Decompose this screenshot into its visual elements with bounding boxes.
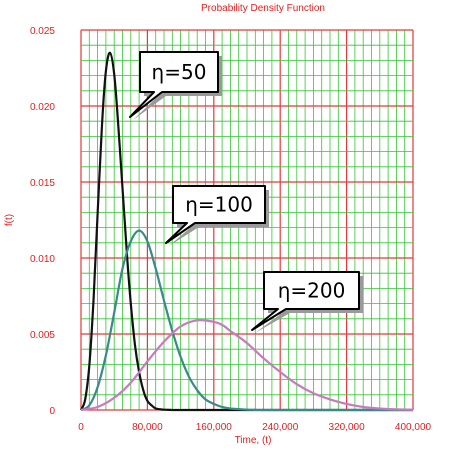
y-tick-label: 0.015 (30, 178, 55, 189)
plot-grid (80, 29, 414, 411)
series-layer (79, 51, 414, 412)
x-axis-label: Time, (t) (235, 435, 272, 446)
callout-bubble (129, 51, 219, 118)
y-axis-label: f(t) (4, 214, 15, 226)
y-tick-label: 0 (49, 406, 55, 417)
x-tick-label: 0 (78, 422, 84, 433)
y-tick-label: 0.025 (30, 26, 55, 37)
series-line-2 (80, 319, 414, 412)
callout-2: η=200 (251, 271, 363, 333)
callout-1: η=100 (165, 185, 269, 246)
x-tick-label: 320,000 (329, 422, 366, 433)
callout-label: η=50 (152, 60, 207, 84)
callout-label: η=100 (185, 193, 253, 217)
series-line-0 (79, 51, 413, 412)
y-tick-label: 0.010 (30, 254, 55, 265)
callout-0: η=50 (129, 51, 222, 120)
callout-label: η=200 (278, 279, 346, 303)
x-tick-label: 160,000 (196, 422, 233, 433)
x-tick-label: 240,000 (262, 422, 299, 433)
x-tick-label: 400,000 (395, 422, 432, 433)
series-line-1 (80, 229, 413, 412)
y-tick-label: 0.020 (30, 102, 55, 113)
x-tick-label: 80,000 (132, 422, 163, 433)
y-tick-label: 0.005 (30, 330, 55, 341)
callout-bubble (251, 271, 360, 331)
chart-title: Probability Density Function (201, 3, 325, 14)
callouts-layer: η=50 η=100 η=200 (129, 51, 363, 333)
callout-bubble (165, 185, 266, 244)
tick-labels: 0 80,000 160,000 240,000 320,000 400,000 0 0.00… (30, 26, 432, 433)
